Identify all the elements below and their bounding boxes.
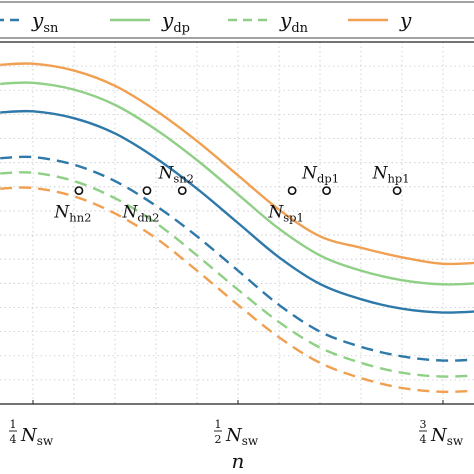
svg-text:1: 1 — [215, 418, 222, 431]
svg-text:2: 2 — [215, 433, 222, 446]
svg-text:4: 4 — [420, 433, 427, 446]
series-line-y_hp — [0, 62, 474, 266]
label-dn2: Ndn2 — [121, 203, 159, 225]
marker-hp1 — [392, 186, 402, 196]
label-dp1: Ndp1 — [301, 164, 339, 186]
x-tick-label: 1 2 Nsw — [214, 418, 259, 448]
annotations: Nhn2 Ndn2 Nsn2 Nsp1 Ndp1 Nhp1 — [53, 164, 409, 225]
legend-label-y_dn: ydn — [279, 8, 309, 36]
series-line-y_dp — [0, 81, 474, 286]
legend: ysn ydp ydn y — [0, 1, 474, 39]
marker-hn2 — [74, 186, 84, 196]
legend-label-y_hp: y — [399, 8, 412, 32]
label-sn2: Nsn2 — [157, 164, 194, 186]
legend-label-y_dp: ydp — [161, 8, 190, 36]
legend-label-y_sn: ysn — [31, 8, 59, 36]
svg-text:Nsw: Nsw — [430, 425, 464, 448]
svg-text:Nsw: Nsw — [20, 425, 54, 448]
svg-text:4: 4 — [10, 433, 17, 446]
series-line-y_hn — [0, 186, 474, 394]
grid — [0, 42, 474, 404]
x-tick-label: 1 4 Nsw — [9, 418, 54, 448]
marker-sp1 — [287, 186, 297, 196]
marker-dp1 — [322, 186, 331, 196]
x-axis-label: n — [232, 449, 245, 473]
svg-text:Nsw: Nsw — [225, 425, 259, 448]
x-tick-label: 3 4 Nsw — [419, 418, 464, 448]
label-sp1: Nsp1 — [267, 203, 303, 225]
svg-text:1: 1 — [10, 418, 17, 431]
label-hn2: Nhn2 — [53, 203, 91, 225]
svg-text:3: 3 — [420, 418, 427, 431]
series-line-y_dn — [0, 171, 474, 378]
series-line-y_sn — [0, 155, 474, 362]
series-group — [0, 62, 474, 394]
series-line-y_sn_solid — [0, 109, 474, 314]
marker-dn2 — [142, 186, 152, 196]
label-hp1: Nhp1 — [372, 164, 410, 186]
marker-sn2 — [177, 186, 187, 196]
